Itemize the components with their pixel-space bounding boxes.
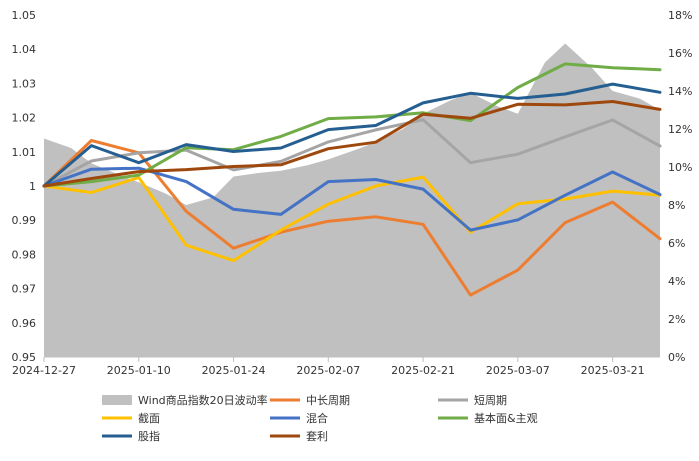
y-right-tick-label: 2% xyxy=(668,313,685,326)
legend-label: 截面 xyxy=(138,411,160,425)
y-left-tick-label: 0.97 xyxy=(12,283,37,296)
legend-label: 基本面&主观 xyxy=(474,411,538,425)
y-left-tick-label: 1.03 xyxy=(12,77,37,90)
x-tick-label: 2025-03-21 xyxy=(581,364,645,377)
legend-label: 混合 xyxy=(306,411,328,425)
legend-swatch xyxy=(102,395,132,405)
y-right-tick-label: 0% xyxy=(668,351,685,364)
y-left-tick-label: 0.99 xyxy=(12,214,37,227)
y-left-tick-label: 1.01 xyxy=(12,146,37,159)
y-right-tick-label: 16% xyxy=(668,47,692,60)
axes: 0.95 0.96 0.97 0.98 0.99 1 1.01 1.02 1.03 1.04 1.0… xyxy=(12,9,693,377)
y-right-tick-label: 18% xyxy=(668,9,692,22)
y-left-tick-label: 0.95 xyxy=(12,351,37,364)
series-line xyxy=(42,118,662,188)
y-right-tick-label: 6% xyxy=(668,237,685,250)
x-tick-label: 2024-12-27 xyxy=(12,364,76,377)
y-left-tick-label: 1.05 xyxy=(12,9,37,22)
series-line xyxy=(42,139,662,297)
series-line xyxy=(42,82,662,188)
x-tick-label: 2025-02-07 xyxy=(296,364,360,377)
y-right-tick-label: 10% xyxy=(668,161,692,174)
volatility-area xyxy=(44,43,660,357)
x-tick-label: 2025-01-10 xyxy=(107,364,171,377)
y-left-tick-label: 1.04 xyxy=(12,43,37,56)
y-left-tick-label: 0.98 xyxy=(12,248,37,261)
y-right-tick-label: 8% xyxy=(668,199,685,212)
series-lines xyxy=(42,62,662,297)
y-left-tick-label: 1 xyxy=(29,180,36,193)
y-left-tick-label: 0.96 xyxy=(12,317,37,330)
y-right-tick-label: 12% xyxy=(668,123,692,136)
legend-label: 短周期 xyxy=(474,393,507,407)
series-line xyxy=(42,100,662,188)
x-tick-label: 2025-02-21 xyxy=(391,364,455,377)
y-right-tick-label: 4% xyxy=(668,275,685,288)
legend-label: 套利 xyxy=(306,430,328,443)
legend-label: 股指 xyxy=(138,429,160,443)
y-right-tick-label: 14% xyxy=(668,85,692,98)
legend-label: Wind商品指数20日波动率 xyxy=(138,393,268,407)
x-tick-label: 2025-01-24 xyxy=(202,364,266,377)
x-tick-label: 2025-03-07 xyxy=(486,364,550,377)
y-left-tick-label: 1.02 xyxy=(12,112,37,125)
volatility-area-layer xyxy=(44,43,660,357)
legend-label: 中长周期 xyxy=(306,394,350,407)
